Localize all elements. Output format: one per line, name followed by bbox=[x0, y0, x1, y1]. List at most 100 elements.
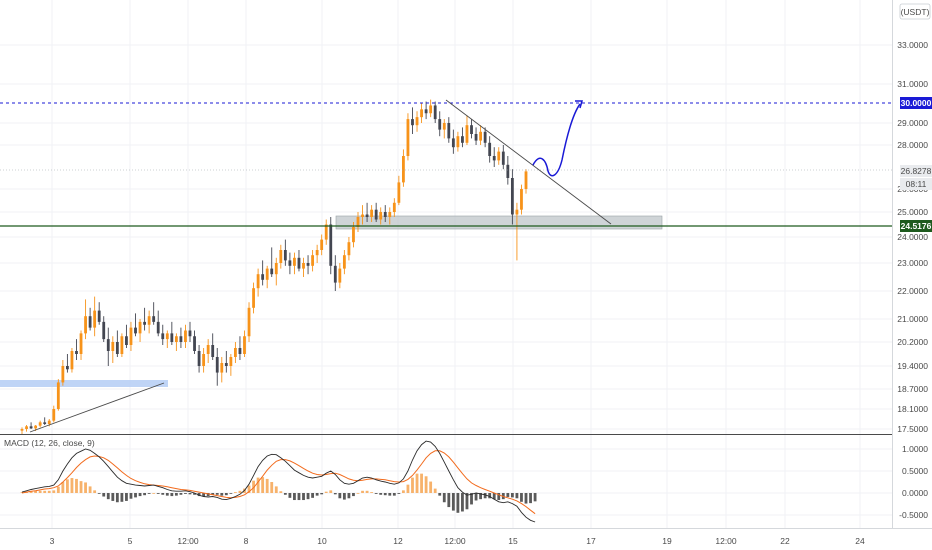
candle-body[interactable] bbox=[311, 255, 315, 266]
candle-body[interactable] bbox=[306, 263, 310, 266]
candle-body[interactable] bbox=[179, 336, 183, 342]
candle-body[interactable] bbox=[29, 426, 33, 429]
candle-body[interactable] bbox=[102, 321, 106, 340]
candle-body[interactable] bbox=[238, 348, 242, 354]
candle-body[interactable] bbox=[34, 425, 38, 429]
candle-body[interactable] bbox=[25, 426, 28, 429]
candle-body[interactable] bbox=[415, 117, 419, 126]
candle-body[interactable] bbox=[388, 212, 392, 217]
candle-body[interactable] bbox=[193, 336, 196, 351]
candle-body[interactable] bbox=[47, 420, 51, 424]
candle-body[interactable] bbox=[442, 123, 446, 130]
candle-body[interactable] bbox=[220, 363, 224, 373]
candle-body[interactable] bbox=[152, 316, 156, 322]
candle-body[interactable] bbox=[401, 156, 405, 183]
candle-body[interactable] bbox=[470, 125, 473, 134]
candle-body[interactable] bbox=[329, 224, 333, 266]
currency-badge[interactable] bbox=[899, 3, 931, 20]
candle-body[interactable] bbox=[510, 178, 514, 215]
candle-body[interactable] bbox=[93, 310, 97, 328]
candle-body[interactable] bbox=[243, 336, 246, 354]
candle-body[interactable] bbox=[75, 351, 78, 354]
candle-body[interactable] bbox=[429, 105, 433, 114]
candle-body[interactable] bbox=[174, 336, 178, 342]
candle-body[interactable] bbox=[120, 336, 124, 354]
candle-body[interactable] bbox=[97, 310, 101, 322]
candle-body[interactable] bbox=[488, 142, 492, 156]
candle-body[interactable] bbox=[447, 123, 451, 139]
candle-body[interactable] bbox=[215, 357, 219, 373]
candle-body[interactable] bbox=[38, 422, 42, 426]
candle-body[interactable] bbox=[20, 429, 24, 431]
candle-body[interactable] bbox=[342, 255, 346, 269]
candle-body[interactable] bbox=[43, 422, 47, 424]
macd-axis[interactable]: 1.0000 0.5000 0.0000 -0.5000 bbox=[899, 444, 928, 520]
time-axis[interactable]: 3 5 12:00 8 10 12 12:00 15 17 19 12:00 22 24 bbox=[50, 536, 865, 546]
candle-body[interactable] bbox=[224, 363, 228, 366]
candle-body[interactable] bbox=[392, 202, 396, 212]
candle-body[interactable] bbox=[70, 351, 74, 370]
candle-body[interactable] bbox=[288, 260, 292, 266]
candle-body[interactable] bbox=[202, 354, 206, 366]
candle-body[interactable] bbox=[356, 217, 360, 227]
candle-body[interactable] bbox=[520, 189, 523, 210]
candle-body[interactable] bbox=[465, 125, 469, 143]
candle-body[interactable] bbox=[406, 119, 410, 156]
candle-body[interactable] bbox=[479, 131, 483, 141]
candle-body[interactable] bbox=[397, 182, 401, 203]
projection-path[interactable] bbox=[532, 103, 581, 177]
candle-body[interactable] bbox=[188, 330, 192, 337]
candle-body[interactable] bbox=[297, 257, 301, 269]
candle-body[interactable] bbox=[370, 209, 374, 217]
candle-body[interactable] bbox=[88, 316, 92, 328]
candle-body[interactable] bbox=[211, 345, 215, 357]
candle-body[interactable] bbox=[315, 250, 319, 256]
candle-body[interactable] bbox=[524, 171, 528, 189]
candle-body[interactable] bbox=[270, 268, 274, 275]
candle-body[interactable] bbox=[52, 409, 56, 421]
candle-body[interactable] bbox=[474, 134, 478, 141]
candle-body[interactable] bbox=[438, 119, 442, 130]
candle-body[interactable] bbox=[379, 212, 383, 220]
candle-body[interactable] bbox=[79, 333, 83, 354]
candle-body[interactable] bbox=[515, 209, 519, 215]
candle-body[interactable] bbox=[197, 351, 201, 366]
descending-trendline[interactable] bbox=[445, 99, 612, 225]
candle-body[interactable] bbox=[352, 227, 355, 243]
candle-body[interactable] bbox=[461, 136, 464, 143]
candle-body[interactable] bbox=[347, 242, 351, 256]
candle-body[interactable] bbox=[165, 333, 169, 340]
resistance-price-tag[interactable] bbox=[900, 97, 932, 109]
candle-body[interactable] bbox=[256, 274, 260, 289]
candle-body[interactable] bbox=[333, 265, 337, 283]
candle-body[interactable] bbox=[424, 109, 428, 114]
candle-body[interactable] bbox=[411, 119, 414, 126]
candle-body[interactable] bbox=[456, 136, 460, 148]
candle-body[interactable] bbox=[156, 321, 160, 334]
candle-body[interactable] bbox=[111, 342, 115, 351]
candle-body[interactable] bbox=[293, 257, 296, 266]
candle-body[interactable] bbox=[61, 366, 65, 383]
candle-body[interactable] bbox=[451, 138, 455, 148]
candle-body[interactable] bbox=[65, 366, 69, 370]
ascending-trendline[interactable] bbox=[29, 382, 165, 433]
candle-body[interactable] bbox=[138, 321, 142, 334]
candle-body[interactable] bbox=[115, 342, 119, 354]
candle-body[interactable] bbox=[501, 151, 505, 165]
candle-body[interactable] bbox=[383, 212, 387, 217]
candle-body[interactable] bbox=[338, 268, 342, 283]
candle-body[interactable] bbox=[170, 333, 174, 342]
candle-body[interactable] bbox=[365, 214, 369, 218]
candle-body[interactable] bbox=[56, 382, 60, 409]
candle-body[interactable] bbox=[129, 327, 133, 345]
candle-body[interactable] bbox=[106, 339, 110, 351]
candle-body[interactable] bbox=[497, 151, 501, 161]
blue-demand-zone[interactable] bbox=[0, 380, 168, 387]
candle-body[interactable] bbox=[206, 345, 210, 354]
macd-title[interactable]: MACD (12, 26, close, 9) bbox=[4, 438, 95, 448]
candle-body[interactable] bbox=[161, 333, 165, 340]
candle-body[interactable] bbox=[274, 263, 278, 275]
candle-body[interactable] bbox=[84, 316, 87, 334]
candle-body[interactable] bbox=[247, 307, 251, 337]
